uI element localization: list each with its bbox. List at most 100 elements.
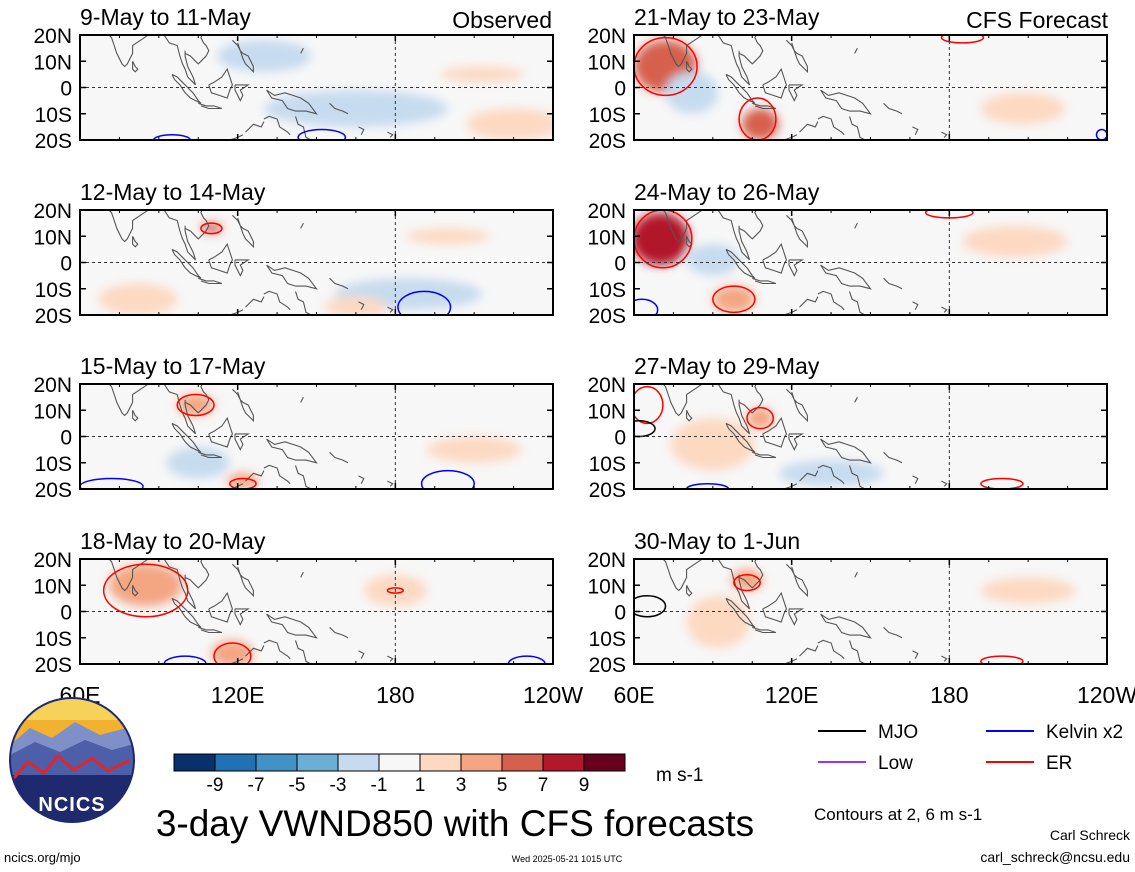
ncics-logo: NCICS [9,697,135,823]
coastline [941,131,948,138]
coastline [883,102,903,115]
logo-text: NCICS [38,794,105,816]
y-tick-label: 20S [589,654,626,677]
anomaly-fill [263,90,448,127]
coastline [208,416,233,448]
map-panel: 20N 10N 0 10S 20S 24-May to 26-May [587,179,1108,328]
x-tick-label: 120E [765,682,819,708]
panel-title: 18-May to 20-May [80,528,266,554]
anomaly-fill [670,418,755,471]
anomaly-fill [324,296,388,315]
coastline [817,464,845,485]
coastline [387,655,394,662]
wave-contour [102,563,189,618]
wave-contour [634,210,693,269]
y-tick-label: 10S [35,279,72,302]
y-tick-label: 20N [587,374,626,397]
coastline [184,210,210,240]
coastline [738,384,764,414]
anomaly-fill [405,228,490,245]
panel-title: 15-May to 17-May [80,353,266,379]
colorbar-label: -9 [207,775,224,796]
y-tick-label: 20S [35,654,72,677]
anomaly-fill [954,399,1050,432]
coastline [762,242,787,274]
coastline [817,115,845,136]
map-panel: 20N 10N 0 10S 20S 9-May to 11-May [33,4,554,153]
y-tick-label: 20N [33,200,72,223]
footer-email: carl_schreck@ncsu.edu [980,849,1130,865]
colorbar-label: 1 [415,775,426,796]
coastline [232,214,254,249]
coastline [266,89,318,115]
y-tick-label: 20N [587,200,626,223]
coastline [820,438,872,464]
coastline [198,102,223,110]
colorbar: -9 -7 -5 -3 -1 1 3 5 7 9 [173,753,626,796]
coastline [788,608,805,626]
coastline [263,115,291,136]
coastline [108,210,150,243]
wave-contour [634,298,659,315]
coastline [717,35,751,86]
coastline [387,480,394,487]
coastline [854,47,858,54]
coastline [163,35,197,86]
coastline [171,73,202,104]
coastline [132,410,139,422]
coastline [786,388,808,423]
x-tick-label: 120W [523,682,583,708]
coastline [358,650,365,660]
coastline [108,35,150,68]
coastline [232,39,254,74]
coastline [717,384,751,435]
y-tick-label: 10S [589,279,626,302]
coastline [294,116,312,140]
y-tick-label: 10S [35,628,72,651]
coastline [912,126,919,136]
wave-contour [163,655,207,664]
map-panel: 20N 10N 0 10S 20S 18-May to 20-May [33,528,554,677]
coastline [817,639,845,660]
coastline [786,214,808,249]
colorbar-swatch [419,753,462,772]
coastline [198,277,223,285]
coastline [788,84,805,102]
colorbar-swatch [255,753,298,772]
wave-contour [80,477,144,489]
coastline [329,451,349,464]
coastline [912,475,919,485]
coastline [208,591,233,623]
coastline [329,626,349,639]
panel-title: 12-May to 14-May [80,179,266,205]
coastline [294,465,312,489]
coastline [738,210,764,240]
coastline [266,438,318,464]
coastline [848,116,866,140]
wave-contour [712,285,756,314]
coastline [686,585,693,597]
coastline [752,626,777,634]
coastline [725,73,756,104]
panel-title: 21-May to 23-May [634,4,820,30]
wave-contour [386,587,404,594]
coastline [234,608,251,626]
wave-contour [733,574,761,592]
coastline [208,242,233,274]
y-tick-label: 10N [587,400,626,423]
y-tick-label: 0 [614,253,626,276]
anomaly-fill [665,71,719,114]
wave-contour [685,483,730,489]
coastline [848,465,866,489]
colorbar-label: 9 [579,775,590,796]
y-tick-label: 20N [587,549,626,572]
contours-note: Contours at 2, 6 m s-1 [814,805,982,824]
coastline [799,296,819,308]
anomaly-fill [686,244,740,276]
wave-contour [634,36,698,97]
colorbar-swatch [296,753,339,772]
anomaly-fill [227,473,259,489]
wave-contour [420,469,475,489]
coastline [725,422,756,453]
coastline [717,210,751,261]
